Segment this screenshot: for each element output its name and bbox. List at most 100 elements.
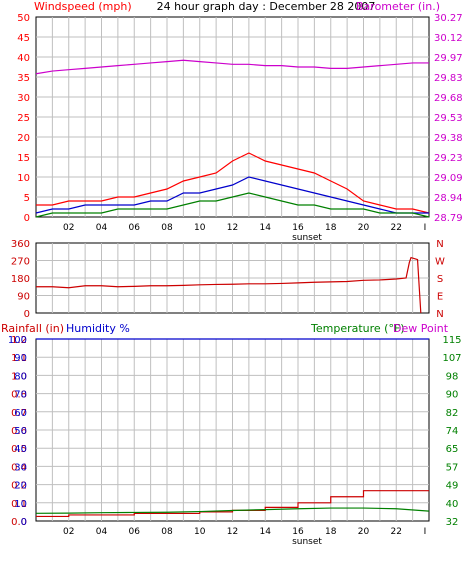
series-line-wind_direction xyxy=(36,256,422,314)
windspeed-tick: 40 xyxy=(17,53,30,64)
x-tick-label: 18 xyxy=(325,527,337,537)
barometer-tick: 29.09 xyxy=(434,173,463,184)
windspeed-tick: 50 xyxy=(17,13,30,24)
rainfall-tick: 0.8 xyxy=(11,390,27,401)
windspeed-tick: 45 xyxy=(17,33,30,44)
x-tick-label: 22 xyxy=(391,527,402,537)
barometer-tick: 29.53 xyxy=(434,113,463,124)
windspeed-tick: 20 xyxy=(17,133,30,144)
temperature-chart-sunset-label: sunset xyxy=(292,537,322,547)
rainfall-tick: 1.1 xyxy=(11,353,27,364)
barometer-tick: 28.79 xyxy=(434,213,463,224)
temperature-tick: 65 xyxy=(446,444,459,455)
temperature-tick: 32 xyxy=(446,517,459,528)
windspeed-tick: 25 xyxy=(17,113,30,124)
humidity-tick: 50 xyxy=(14,426,27,437)
barometer-tick: 30.27 xyxy=(434,13,463,24)
temperature-axis-label: Temperature (°F) xyxy=(310,322,405,335)
rainfall-tick: 1.0 xyxy=(11,371,27,382)
dew-point-axis-label: Dew Point xyxy=(393,322,449,335)
humidity-tick: 0 xyxy=(21,517,27,528)
windspeed-tick: 10 xyxy=(17,173,30,184)
rainfall-tick: 0.6 xyxy=(11,426,27,437)
compass-label: N xyxy=(436,239,443,250)
temperature-tick: 57 xyxy=(446,462,459,473)
temperature-axis-ticks: 32 40 49 57 65 74 82 90 98 107 115 xyxy=(442,335,461,528)
compass-label: E xyxy=(437,292,443,303)
series-line-average xyxy=(35,176,429,214)
humidity-tick: 80 xyxy=(14,371,27,382)
x-tick-label: 04 xyxy=(96,527,108,537)
temperature-chart-gridlines xyxy=(36,339,429,521)
windspeed-tick: 15 xyxy=(17,153,30,164)
temperature-tick: 107 xyxy=(442,353,461,364)
x-tick-label: 08 xyxy=(161,223,173,233)
direction-tick: 360 xyxy=(11,239,30,250)
temperature-tick: 115 xyxy=(442,335,461,346)
x-tick-label: 06 xyxy=(129,223,141,233)
temperature-chart-x-ticks: 02 04 06 08 10 12 14 16 18 20 22 I xyxy=(63,527,426,537)
humidity-axis-label: Humidity % xyxy=(66,322,130,335)
windspeed-tick: 30 xyxy=(17,93,30,104)
humidity-tick: 40 xyxy=(14,444,27,455)
humidity-tick: 20 xyxy=(14,481,27,492)
barometer-tick: 28.94 xyxy=(434,193,463,204)
x-tick-label: 18 xyxy=(325,223,337,233)
series-line-temperature xyxy=(35,507,430,514)
temperature-tick: 74 xyxy=(446,426,459,437)
temperature-tick: 90 xyxy=(446,390,459,401)
temperature-chart-series xyxy=(35,338,430,518)
x-tick-label: 10 xyxy=(194,527,206,537)
humidity-axis-ticks: 0 10 20 30 40 50 60 70 80 90 100 xyxy=(8,335,27,528)
x-tick-label: 16 xyxy=(292,527,304,537)
x-tick-label: 22 xyxy=(391,223,402,233)
temperature-tick: 40 xyxy=(446,499,459,510)
rainfall-tick: 1.2 xyxy=(11,335,27,346)
barometer-axis-label: Barometer (in.) xyxy=(356,0,440,13)
humidity-tick: 70 xyxy=(14,390,27,401)
rainfall-tick: 0.4 xyxy=(11,462,27,473)
x-tick-label: I xyxy=(424,527,427,537)
rainfall-tick: 0.5 xyxy=(11,444,27,455)
direction-tick: 90 xyxy=(17,292,30,303)
compass-label: N xyxy=(436,309,443,320)
barometer-tick: 29.68 xyxy=(434,93,463,104)
windspeed-axis-label: Windspeed (mph) xyxy=(34,0,132,13)
x-tick-label: 10 xyxy=(194,223,206,233)
direction-tick: 0 xyxy=(24,309,30,320)
windspeed-tick: 5 xyxy=(24,193,30,204)
x-tick-label: 12 xyxy=(227,527,238,537)
rainfall-axis-label: Rainfall (in) xyxy=(1,322,64,335)
humidity-tick: 10 xyxy=(14,499,27,510)
rainfall-tick: 0.0 xyxy=(11,517,27,528)
windspeed-tick: 35 xyxy=(17,73,30,84)
wind-chart-left-ticks: 0 5 10 15 20 25 30 35 40 45 50 xyxy=(17,13,30,224)
compass-label: W xyxy=(435,257,445,268)
temperature-tick: 98 xyxy=(446,371,459,382)
x-tick-label: 02 xyxy=(63,527,74,537)
direction-tick: 180 xyxy=(11,274,30,285)
rainfall-axis-ticks: 0.0 0.1 0.2 0.4 0.5 0.6 0.7 0.8 1.0 1.1 1.2 xyxy=(11,335,27,528)
barometer-tick: 29.38 xyxy=(434,133,463,144)
rainfall-tick: 0.7 xyxy=(11,408,27,419)
humidity-tick: 30 xyxy=(14,462,27,473)
temperature-tick: 49 xyxy=(446,481,459,492)
temperature-tick: 82 xyxy=(446,408,459,419)
x-tick-label: 16 xyxy=(292,223,304,233)
rainfall-tick: 0.2 xyxy=(11,481,27,492)
rainfall-tick: 0.1 xyxy=(11,499,27,510)
wind-chart-sunset-label: sunset xyxy=(292,233,322,243)
humidity-tick: 90 xyxy=(14,353,27,364)
wind-chart-right-ticks: 28.79 28.94 29.09 29.23 29.38 29.53 29.68 29.83… xyxy=(434,13,463,224)
series-line-low xyxy=(35,192,430,218)
x-tick-label: 20 xyxy=(358,223,370,233)
direction-chart-left-ticks: 360 270 180 90 0 xyxy=(11,239,30,320)
x-tick-label: 20 xyxy=(358,527,370,537)
direction-chart-series xyxy=(36,256,422,314)
humidity-tick: 100 xyxy=(8,335,27,346)
direction-chart-gridlines xyxy=(36,243,429,313)
x-tick-label: 02 xyxy=(63,223,74,233)
barometer-tick: 29.23 xyxy=(434,153,463,164)
